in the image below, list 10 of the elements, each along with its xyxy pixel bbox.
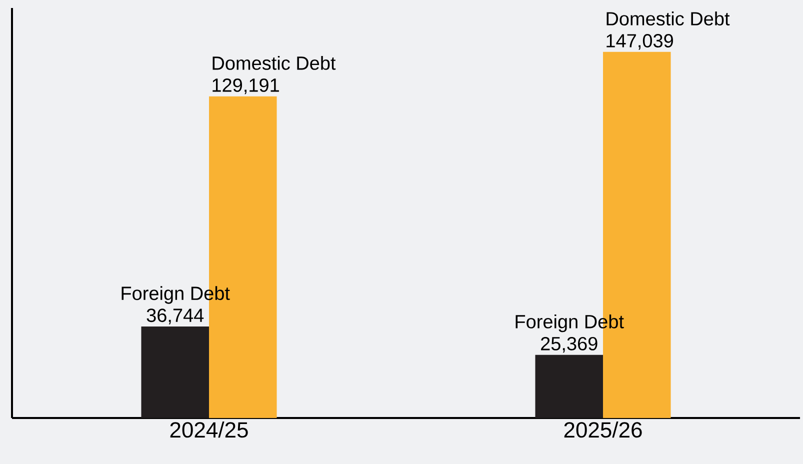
series-label: Domestic Debt	[212, 56, 336, 70]
data-label: 129,191	[212, 78, 279, 94]
data-label: 147,039	[606, 34, 673, 50]
bar	[535, 354, 604, 418]
bar	[141, 326, 210, 418]
text: Domestic Debt	[606, 12, 730, 26]
data-label: 36,744	[146, 308, 204, 324]
data-label: 25,369	[541, 336, 598, 353]
x-tick-label: 2024/25	[170, 422, 248, 438]
x-tick-label: 2025/26	[564, 422, 642, 438]
